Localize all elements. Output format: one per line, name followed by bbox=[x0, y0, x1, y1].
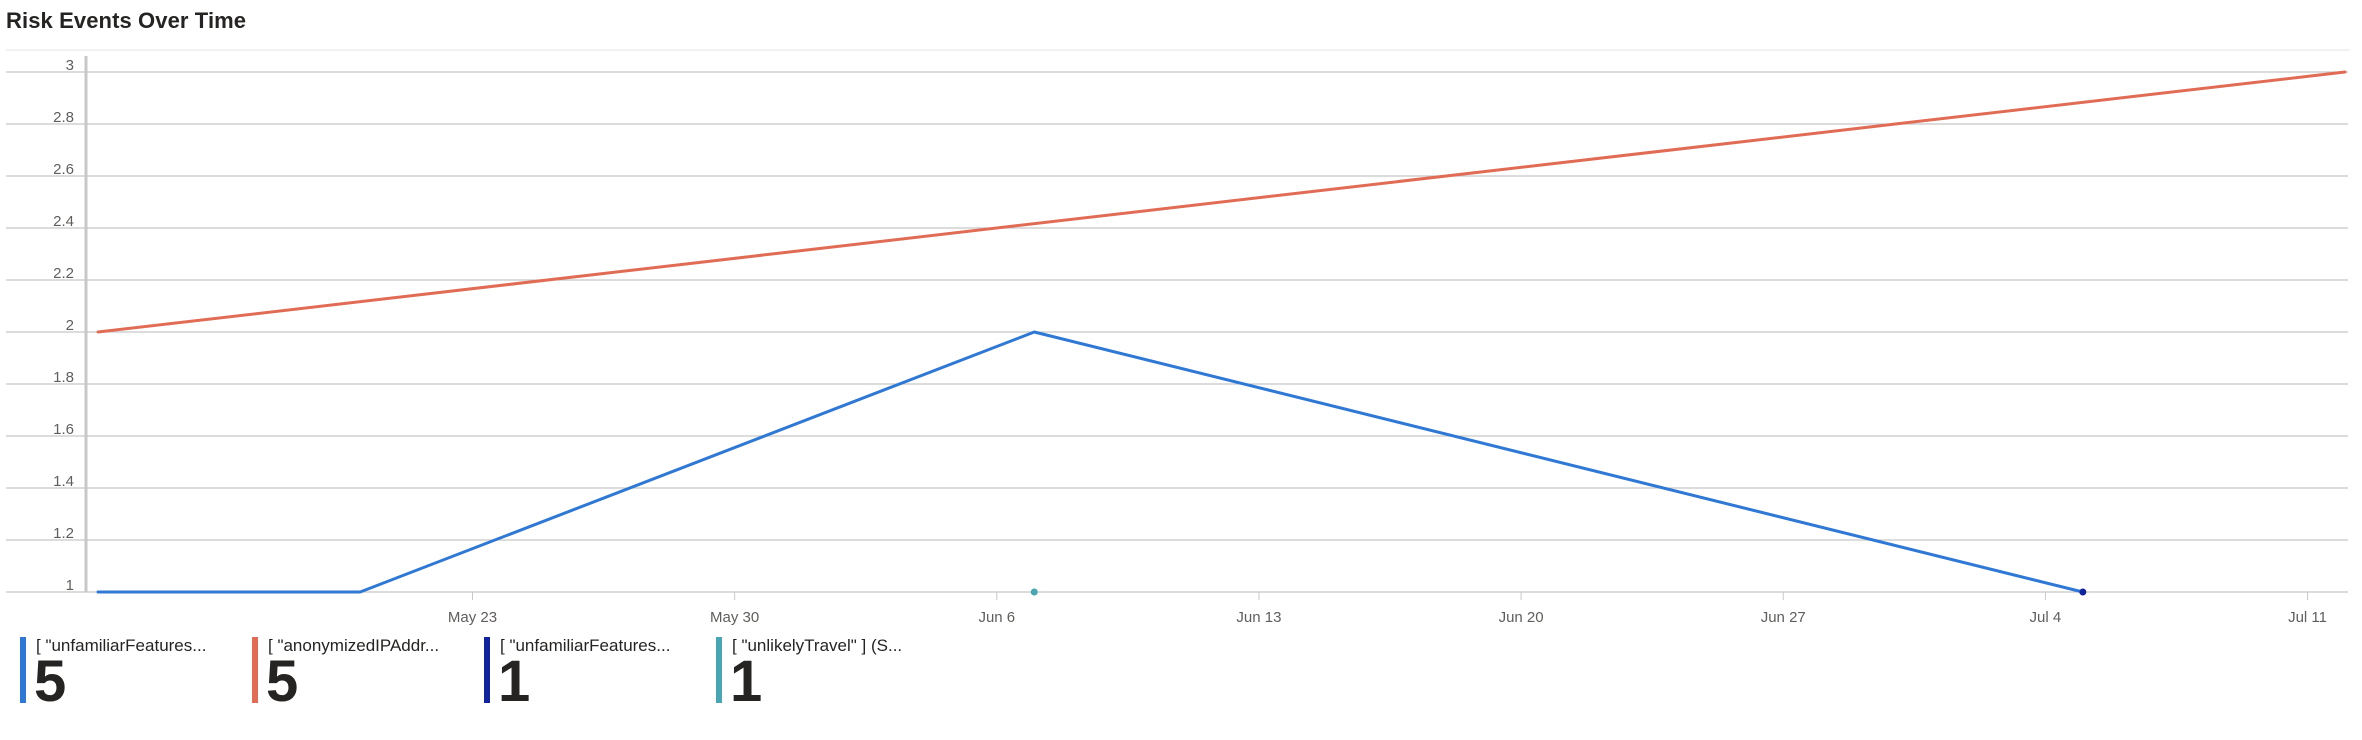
line-chart: 1 1.2 1.4 1.6 1.8 2 2.2 2.4 2.6 2.8 3 May 23 May 30… bbox=[6, 49, 2350, 626]
legend: [ "unfamiliarFeatures... 5[ "anonymizedIP… bbox=[20, 632, 948, 722]
series-point-3 bbox=[2079, 588, 2087, 596]
y-tick-label: 1 bbox=[66, 577, 74, 594]
legend-series-total: 1 bbox=[498, 649, 531, 714]
legend-item-1[interactable]: [ "unfamiliarFeatures... 5 bbox=[20, 632, 252, 714]
y-tick-label: 3 bbox=[66, 57, 74, 74]
y-tick-label: 2.2 bbox=[53, 265, 74, 282]
x-tick-label: Jun 20 bbox=[1499, 609, 1544, 626]
y-tick-label: 2 bbox=[66, 317, 74, 334]
axes bbox=[84, 56, 2309, 600]
legend-series-total: 5 bbox=[266, 649, 299, 714]
legend-color-swatch bbox=[252, 637, 258, 703]
series-lines bbox=[96, 70, 2347, 596]
y-tick-label: 2.8 bbox=[53, 109, 74, 126]
chart-title: Risk Events Over Time bbox=[6, 8, 247, 33]
legend-color-swatch bbox=[20, 637, 26, 703]
y-tick-label: 1.8 bbox=[53, 369, 74, 386]
y-tick-label: 2.6 bbox=[53, 161, 74, 178]
series-line-1 bbox=[96, 330, 2085, 594]
legend-item-3[interactable]: [ "unfamiliarFeatures... 1 bbox=[484, 632, 716, 714]
x-tick-label: Jun 27 bbox=[1761, 609, 1806, 626]
y-tick-label: 1.6 bbox=[53, 421, 74, 438]
x-tick-label: Jul 4 bbox=[2030, 609, 2062, 626]
x-tick-label: Jul 11 bbox=[2288, 609, 2327, 626]
legend-item-4[interactable]: [ "unlikelyTravel" ] (S... 1 bbox=[716, 632, 948, 714]
x-tick-label: Jun 13 bbox=[1236, 609, 1281, 626]
y-tick-label: 1.2 bbox=[53, 525, 74, 542]
legend-color-swatch bbox=[716, 637, 722, 703]
legend-item-2[interactable]: [ "anonymizedIPAddr... 5 bbox=[252, 632, 484, 714]
x-tick-label: May 23 bbox=[448, 609, 497, 626]
legend-series-total: 1 bbox=[730, 649, 763, 714]
x-tick-label: Jun 6 bbox=[978, 609, 1015, 626]
x-tick-label: May 30 bbox=[710, 609, 759, 626]
y-tick-label: 2.4 bbox=[53, 213, 74, 230]
series-point-4 bbox=[1030, 588, 1038, 596]
legend-color-swatch bbox=[484, 637, 490, 703]
gridlines bbox=[6, 49, 2350, 593]
y-axis-ticks: 1 1.2 1.4 1.6 1.8 2 2.2 2.4 2.6 2.8 3 bbox=[53, 57, 74, 594]
x-axis-ticks: May 23 May 30 Jun 6 Jun 13 Jun 20 Jun 27 Jul 4… bbox=[448, 609, 2327, 626]
y-tick-label: 1.4 bbox=[53, 473, 74, 490]
series-line-2 bbox=[96, 70, 2347, 334]
legend-series-total: 5 bbox=[34, 649, 67, 714]
